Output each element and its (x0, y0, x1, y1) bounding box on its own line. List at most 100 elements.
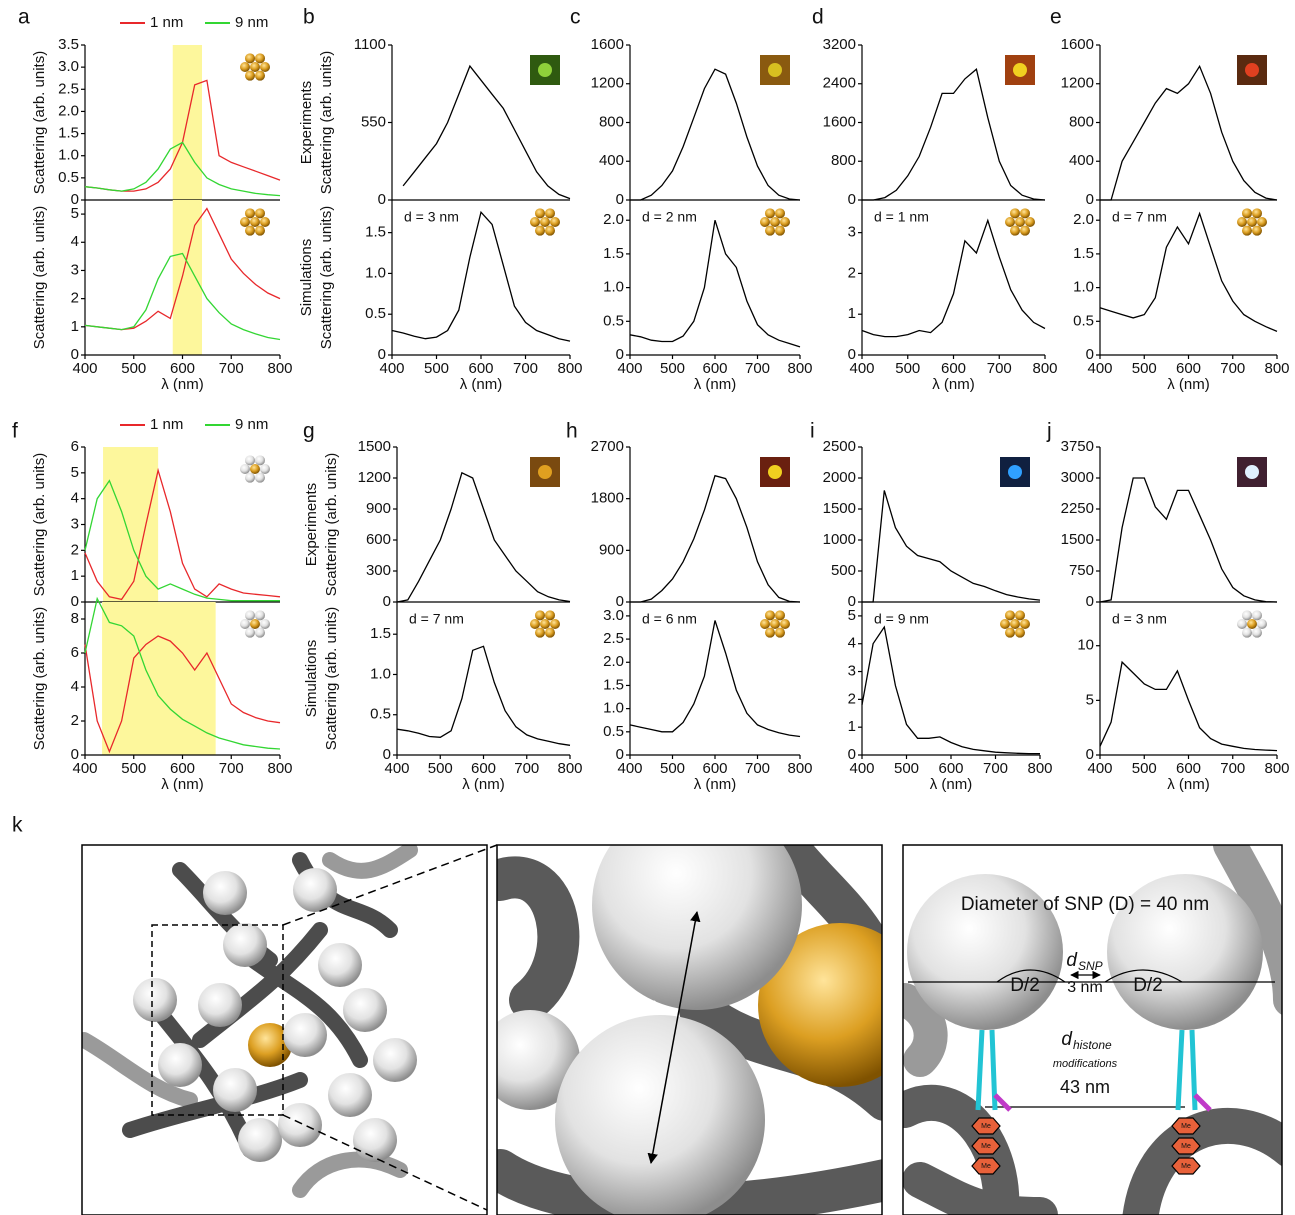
series-line (396, 645, 571, 746)
x-tick-label: 400 (1087, 360, 1112, 377)
particle (245, 70, 255, 81)
particle (545, 627, 555, 638)
y-tick-label: 1.5 (365, 224, 386, 241)
particle (240, 217, 250, 227)
y-tick-label: 300 (366, 562, 391, 579)
y-tick-label: 1 (71, 567, 79, 584)
particle-icon (530, 208, 560, 236)
inset-spot (538, 465, 552, 479)
modifications-label: modifications (1053, 1058, 1118, 1070)
y-tick-label: 500 (831, 562, 856, 579)
annotation: d = 9 nm (874, 611, 929, 627)
y-tick-label: 3000 (1061, 469, 1094, 486)
particle (250, 62, 260, 72)
d-snp-symbol: d (1066, 950, 1078, 971)
y-tick-label: 2 (848, 690, 856, 707)
y-tick-label: 3 (71, 261, 79, 278)
series-line (84, 635, 281, 754)
y-axis-label: Scattering (arb. units) (31, 51, 48, 194)
y-tick-label: 3.0 (603, 607, 624, 624)
y-tick-label: 2.5 (58, 80, 79, 97)
x-tick-label: 700 (1220, 360, 1245, 377)
particle (1005, 610, 1015, 621)
y-tick-label: 2000 (823, 469, 856, 486)
y-axis-label: Scattering (arb. units) (318, 206, 335, 349)
series-line (1099, 477, 1278, 603)
particle (545, 610, 555, 621)
highlight-band (103, 447, 159, 602)
particle (1005, 627, 1015, 638)
inset-spot (538, 63, 552, 77)
x-axis-label: λ (nm) (1167, 776, 1210, 793)
x-tick-label: 400 (72, 360, 97, 377)
y-tick-label: 2.5 (603, 630, 624, 647)
particle (775, 208, 785, 219)
y-tick-label: 900 (599, 541, 624, 558)
y-tick-label: 5 (1086, 691, 1094, 708)
series-line (862, 490, 1041, 603)
series-line (84, 479, 280, 602)
inset-spot (768, 63, 782, 77)
x-tick-label: 500 (1132, 360, 1157, 377)
x-tick-label: 600 (702, 760, 727, 777)
annotation: d = 3 nm (404, 209, 459, 225)
particle (255, 455, 265, 466)
y-tick-label: 0 (378, 191, 386, 208)
particle (1010, 208, 1020, 219)
y-tick-label: 1.5 (1073, 245, 1094, 262)
y-tick-label: 0 (616, 346, 624, 363)
y-tick-label: 0.5 (370, 706, 391, 723)
series-line (84, 252, 281, 341)
x-tick-label: 600 (938, 760, 963, 777)
particle (1252, 627, 1262, 638)
particle (1257, 619, 1267, 629)
panel-letter: a (18, 6, 30, 29)
y-tick-label: 600 (366, 531, 391, 548)
inset-spot (1013, 63, 1027, 77)
y-tick-label: 2.0 (1073, 211, 1094, 228)
x-tick-label: 700 (1220, 760, 1245, 777)
annotation: d = 7 nm (409, 611, 464, 627)
particle (530, 217, 540, 227)
annotation: d = 2 nm (642, 209, 697, 225)
particle-icon (240, 455, 270, 483)
particle (550, 619, 560, 629)
legend-label: 1 nm (150, 14, 183, 31)
particle (535, 208, 545, 219)
y-tick-label: 0 (383, 746, 391, 763)
series-line (861, 625, 1040, 755)
x-tick-label: 800 (1264, 360, 1289, 377)
series-line (629, 220, 801, 348)
series-line (630, 474, 801, 603)
x-tick-label: 500 (424, 360, 449, 377)
x-tick-label: 800 (557, 760, 582, 777)
y-tick-label: 0.5 (58, 169, 79, 186)
panel-letter: k (12, 814, 23, 837)
y-tick-label: 6 (71, 644, 79, 661)
d-histone-symbol: d (1061, 1029, 1073, 1050)
y-axis-label: Scattering (arb. units) (31, 607, 48, 750)
y-axis-label: Scattering (arb. units) (31, 206, 48, 349)
particle (260, 619, 270, 629)
x-tick-label: 800 (267, 760, 292, 777)
x-tick-label: 700 (219, 760, 244, 777)
x-axis-label: λ (nm) (161, 376, 204, 393)
x-tick-label: 600 (170, 760, 195, 777)
y-tick-label: 3 (71, 515, 79, 532)
inset-spot (1245, 63, 1259, 77)
panel-letter: b (303, 6, 315, 29)
y-tick-label: 0.5 (603, 312, 624, 329)
y-tick-label: 1.0 (370, 665, 391, 682)
y-tick-label: 1.5 (370, 625, 391, 642)
particle (255, 610, 265, 621)
particle (245, 225, 255, 236)
particle (1015, 627, 1025, 638)
y-tick-label: 4 (71, 490, 79, 507)
x-tick-label: 400 (617, 760, 642, 777)
y-tick-label: 1 (848, 305, 856, 322)
x-tick-label: 500 (660, 360, 685, 377)
y-tick-label: 2 (848, 264, 856, 281)
legend-label: 9 nm (235, 416, 268, 433)
particle (255, 225, 265, 236)
y-tick-label: 0 (616, 746, 624, 763)
